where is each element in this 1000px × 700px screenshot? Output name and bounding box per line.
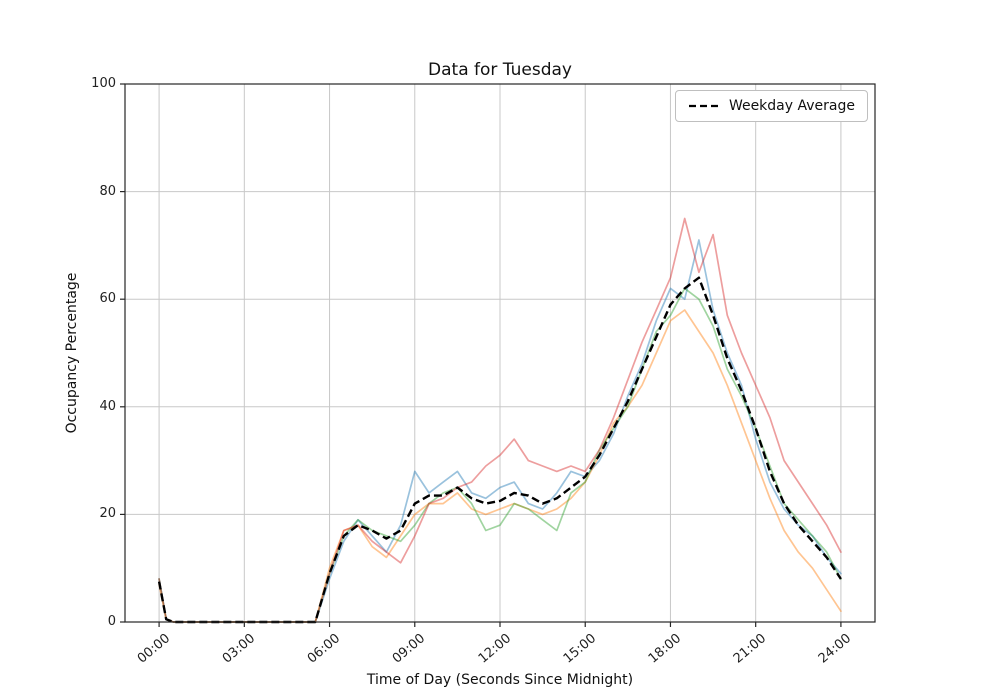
legend: Weekday Average <box>674 90 868 122</box>
legend-dash-sample-icon <box>688 104 719 108</box>
plot-border <box>124 83 876 623</box>
legend-label: Weekday Average <box>728 98 855 114</box>
grid-lines <box>125 83 875 623</box>
tick-marks <box>120 83 842 627</box>
